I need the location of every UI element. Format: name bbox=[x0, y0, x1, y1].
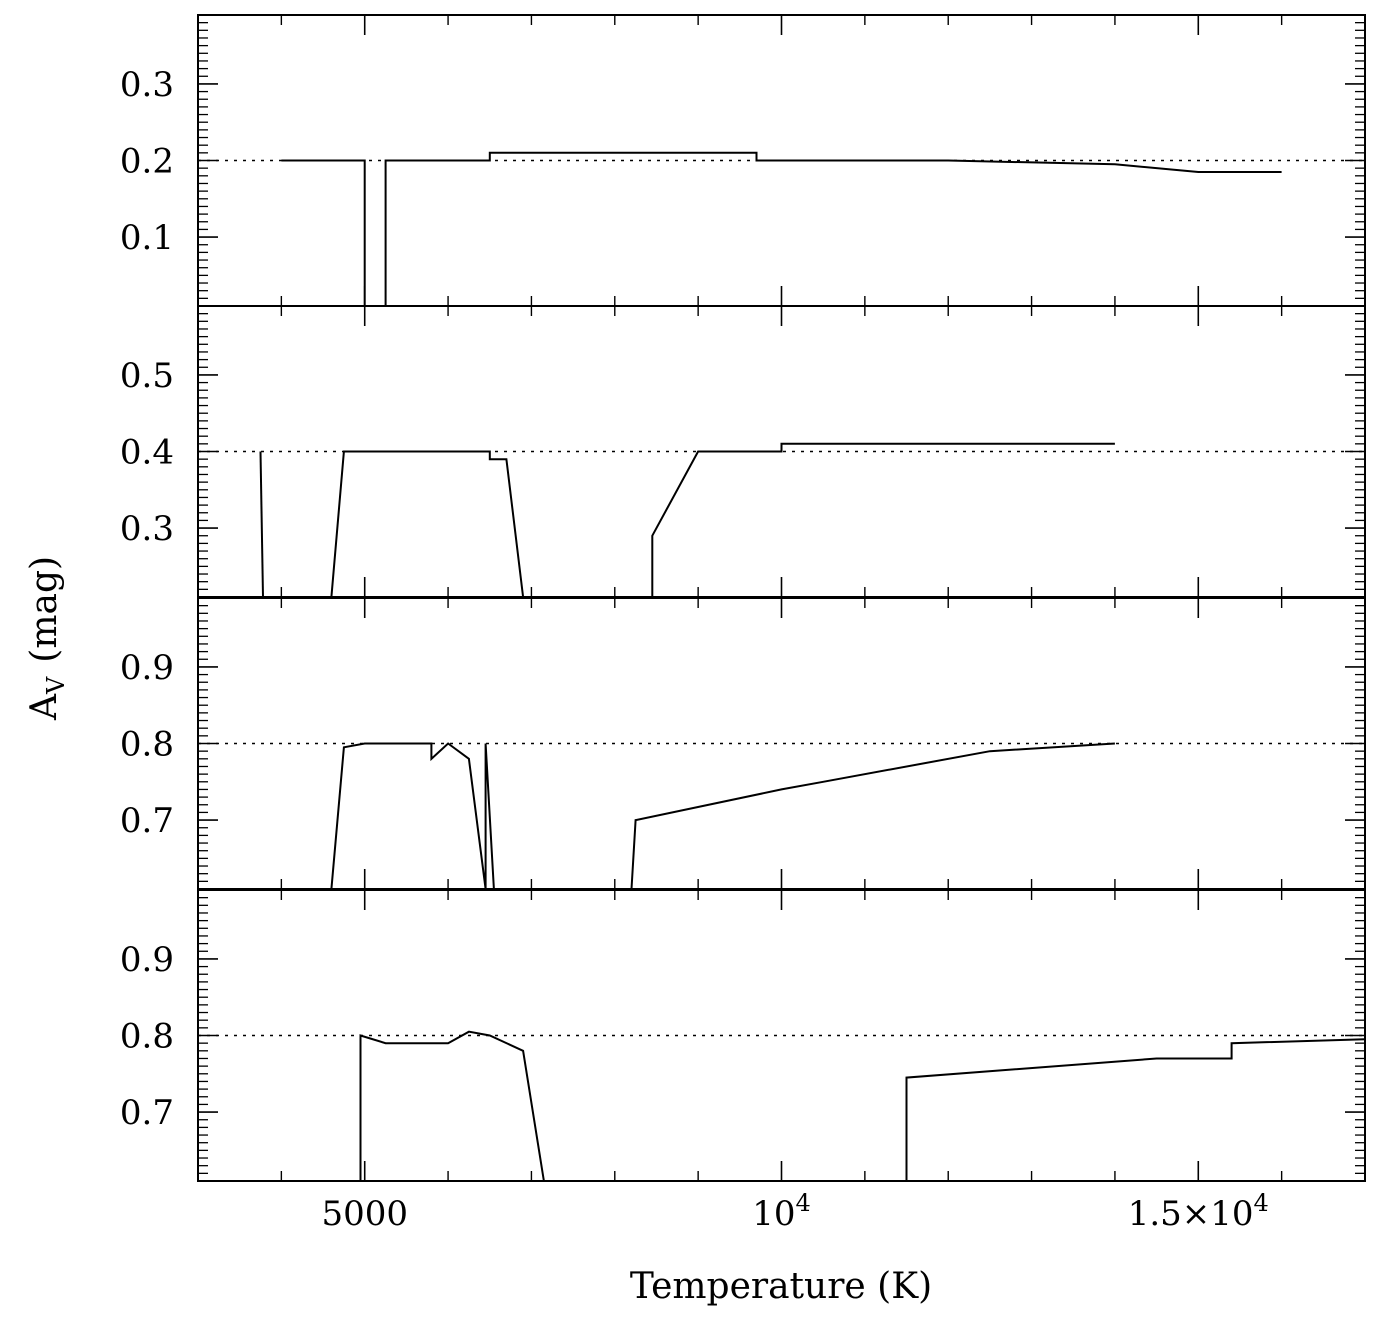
y-tick-label: 0.7 bbox=[120, 1093, 174, 1133]
y-axis-title: AV (mag) bbox=[24, 556, 70, 721]
y-tick-label: 0.8 bbox=[120, 725, 174, 765]
panel-2-series-2 bbox=[330, 450, 525, 598]
y-axis-title-sub: V bbox=[42, 676, 70, 695]
y-tick-label: 0.7 bbox=[120, 801, 174, 841]
y-tick-label: 0.9 bbox=[120, 648, 174, 688]
y-tick-label: 0.4 bbox=[120, 433, 174, 473]
y-tick-label: 0.5 bbox=[120, 356, 174, 396]
panel-3-series-1 bbox=[330, 742, 495, 890]
y-tick-label: 0.3 bbox=[120, 509, 174, 549]
y-tick-label: 0.3 bbox=[120, 65, 174, 105]
x-axis-title: Temperature (K) bbox=[630, 1266, 932, 1307]
panel-3-series-2 bbox=[630, 742, 1115, 890]
panel-4-series-2 bbox=[905, 1038, 1366, 1181]
panel-1-series-2 bbox=[384, 151, 1282, 306]
y-axis-title-main: A bbox=[24, 693, 65, 721]
y-tick-label: 0.9 bbox=[120, 940, 174, 980]
x-tick-label: 104 bbox=[752, 1189, 811, 1234]
panel-2-series-1 bbox=[259, 451, 264, 598]
y-tick-label: 0.2 bbox=[120, 142, 174, 182]
panel-1-series-1 bbox=[281, 159, 366, 306]
x-tick-label: 1.5×104 bbox=[1128, 1189, 1269, 1234]
panel-2-series-3 bbox=[651, 442, 1115, 597]
y-tick-label: 0.8 bbox=[120, 1017, 174, 1057]
panel-4-series-1 bbox=[359, 1030, 545, 1182]
x-tick-label: 5000 bbox=[321, 1194, 408, 1234]
y-tick-label: 0.1 bbox=[120, 218, 174, 258]
y-axis-title-unit: (mag) bbox=[24, 556, 65, 663]
